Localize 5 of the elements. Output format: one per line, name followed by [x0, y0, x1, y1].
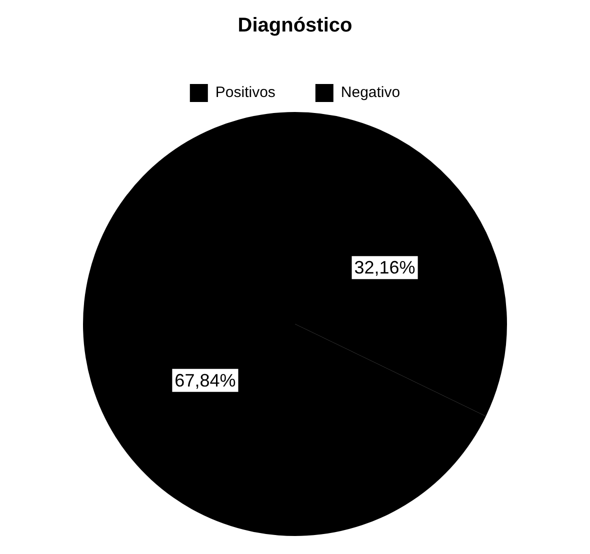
- data-label: 67,84%: [174, 370, 236, 390]
- legend-label: Positivos: [215, 84, 276, 102]
- legend-label: Negativo: [340, 84, 400, 102]
- data-label: 32,16%: [354, 258, 416, 278]
- chart-title: Diagnóstico: [238, 14, 352, 37]
